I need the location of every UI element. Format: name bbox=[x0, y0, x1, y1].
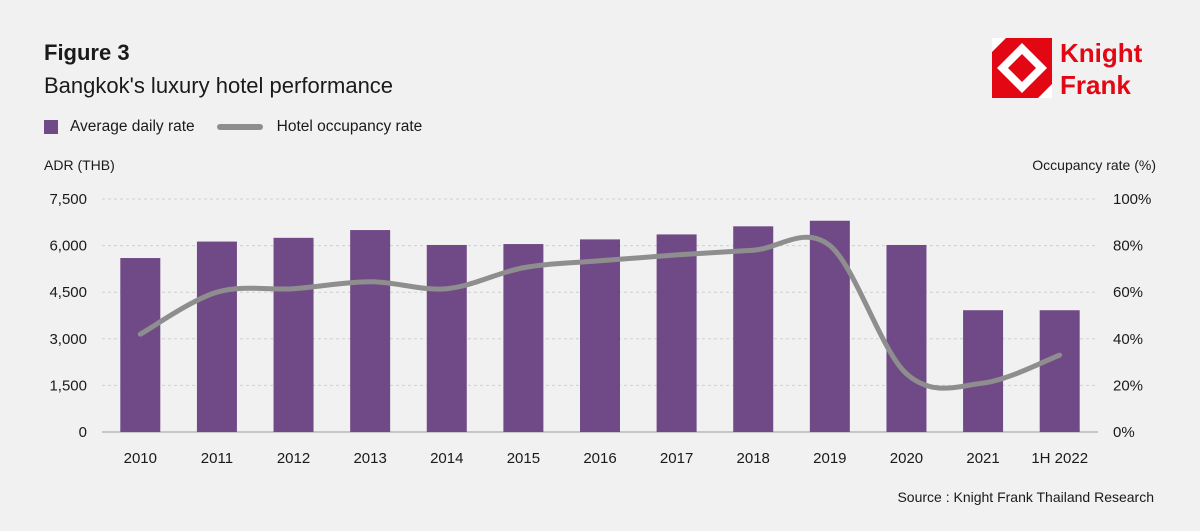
bar-adr-2 bbox=[273, 237, 314, 432]
bar-adr-11 bbox=[963, 310, 1004, 432]
y-tick-label-right: 100% bbox=[1113, 191, 1151, 208]
occupancy-point-5 bbox=[522, 267, 524, 269]
legend-swatch-line bbox=[216, 124, 263, 130]
legend-label-adr: Average daily rate bbox=[70, 118, 195, 135]
source-note: Source : Knight Frank Thailand Research bbox=[897, 489, 1154, 505]
occupancy-point-9 bbox=[829, 245, 831, 247]
axis-ticks: 0 0% 1,500 20% 3,000 40% 4,500 60% 6,000 80% 7,500… bbox=[49, 191, 1151, 467]
occupancy-point-3 bbox=[369, 281, 371, 283]
x-tick-label: 2018 bbox=[737, 450, 770, 467]
occupancy-point-4 bbox=[446, 288, 448, 290]
occupancy-line-group bbox=[137, 234, 1063, 391]
figure-label: Figure 3 bbox=[44, 40, 130, 65]
bar-adr-8 bbox=[733, 226, 774, 432]
logo-text-frank: Frank bbox=[1060, 70, 1131, 98]
x-tick-label: 2016 bbox=[583, 450, 616, 467]
occupancy-point-12 bbox=[1059, 354, 1061, 356]
x-tick-label: 2017 bbox=[660, 450, 693, 467]
y-axis-left-title: ADR (THB) bbox=[44, 157, 115, 173]
x-tick-label: 2014 bbox=[430, 450, 463, 467]
y-axis-right-title: Occupancy rate (%) bbox=[1032, 157, 1156, 173]
y-tick-label-left: 7,500 bbox=[49, 191, 87, 208]
x-tick-label: 2019 bbox=[813, 450, 846, 467]
legend-item-adr: Average daily rate bbox=[44, 118, 195, 136]
bar-adr-1 bbox=[196, 241, 237, 432]
y-tick-label-right: 40% bbox=[1113, 331, 1143, 348]
y-tick-label-left: 0 bbox=[79, 424, 87, 441]
bar-adr-0 bbox=[120, 258, 161, 432]
occupancy-point-7 bbox=[676, 254, 678, 256]
legend-swatch-bar bbox=[44, 120, 58, 134]
y-tick-label-right: 20% bbox=[1113, 377, 1143, 394]
knight-frank-logo: Knight Frank bbox=[992, 38, 1143, 98]
chart-title: Bangkok's luxury hotel performance bbox=[44, 73, 394, 98]
y-tick-label-left: 1,500 bbox=[49, 377, 87, 394]
x-tick-label: 2010 bbox=[124, 450, 157, 467]
logo-mark-icon bbox=[992, 38, 1052, 98]
y-tick-label-left: 3,000 bbox=[49, 331, 87, 348]
x-tick-label: 1H 2022 bbox=[1031, 450, 1088, 467]
y-tick-label-right: 0% bbox=[1113, 424, 1135, 441]
adr-bars bbox=[120, 220, 1080, 432]
bar-adr-6 bbox=[580, 239, 620, 432]
y-tick-label-left: 4,500 bbox=[49, 284, 87, 301]
bar-adr-7 bbox=[656, 234, 697, 432]
y-tick-label-right: 80% bbox=[1113, 238, 1143, 255]
legend-label-occupancy: Hotel occupancy rate bbox=[276, 118, 423, 135]
occupancy-point-8 bbox=[752, 249, 754, 251]
x-tick-label: 2021 bbox=[966, 450, 999, 467]
occupancy-point-10 bbox=[905, 373, 907, 375]
bar-adr-3 bbox=[350, 230, 391, 432]
occupancy-point-6 bbox=[599, 260, 601, 262]
occupancy-point-11 bbox=[982, 382, 984, 384]
x-tick-label: 2020 bbox=[890, 450, 923, 467]
bar-adr-5 bbox=[503, 244, 544, 432]
legend-item-occupancy: Hotel occupancy rate bbox=[216, 118, 423, 136]
y-tick-label-right: 60% bbox=[1113, 284, 1143, 301]
occupancy-point-0 bbox=[139, 333, 141, 335]
occupancy-point-1 bbox=[216, 291, 218, 293]
x-tick-label: 2012 bbox=[277, 450, 310, 467]
legend: Average daily rate Hotel occupancy rate bbox=[44, 118, 444, 136]
x-tick-label: 2011 bbox=[201, 450, 233, 467]
bar-adr-9 bbox=[809, 220, 850, 432]
logo-text-knight: Knight bbox=[1060, 38, 1143, 68]
bar-adr-10 bbox=[886, 244, 927, 432]
x-tick-label: 2013 bbox=[353, 450, 386, 467]
bar-adr-12 bbox=[1039, 310, 1080, 432]
occupancy-point-2 bbox=[293, 288, 295, 290]
y-tick-label-left: 6,000 bbox=[49, 238, 87, 255]
x-tick-label: 2015 bbox=[507, 450, 540, 467]
bar-adr-4 bbox=[426, 244, 467, 432]
